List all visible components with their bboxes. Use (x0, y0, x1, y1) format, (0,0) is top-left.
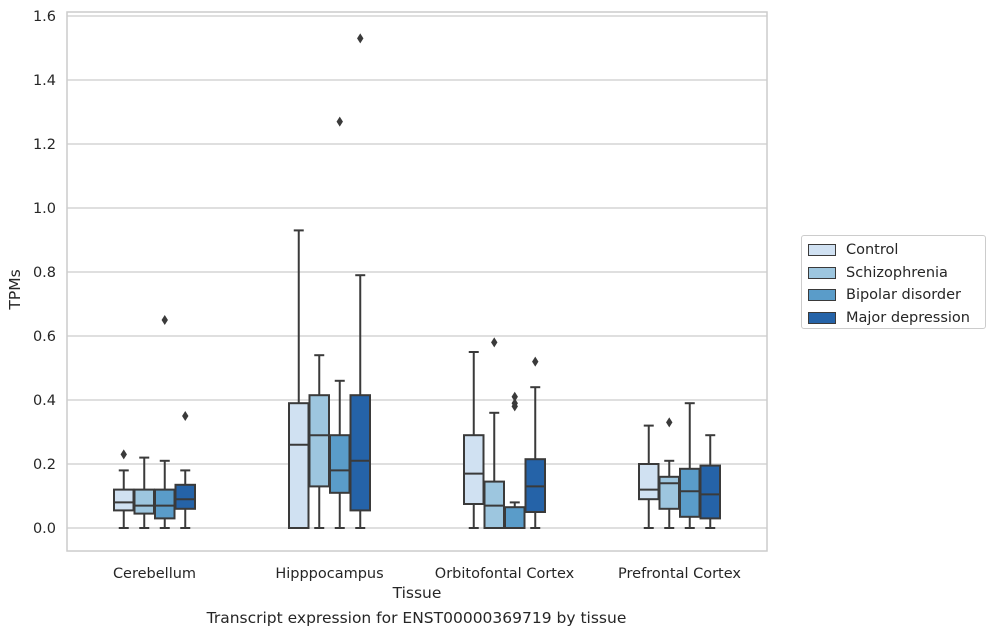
legend: Control Schizophrenia Bipolar disorder M… (801, 235, 986, 329)
y-tick-label: 0.2 (33, 457, 56, 473)
legend-swatch (808, 266, 836, 279)
legend-label: Schizophrenia (846, 264, 948, 281)
x-tick-labels: Cerebellum Hipppocampus Orbitofontal Corte… (113, 566, 741, 582)
box-major-depression (174, 411, 196, 529)
box-bipolar-disorder (679, 402, 701, 529)
y-tick-labels: 0.0 0.2 0.4 0.6 0.8 1.0 1.2 1.4 1.6 (33, 9, 56, 537)
legend-item-schizophrenia: Schizophrenia (808, 262, 985, 285)
legend-swatch (808, 311, 836, 324)
outlier-point (666, 417, 673, 428)
x-tick-label: Cerebellum (113, 566, 196, 582)
legend-label: Control (846, 242, 899, 259)
outlier-point (511, 398, 518, 409)
y-tick-label: 1.2 (33, 137, 56, 153)
box-iqr (504, 506, 526, 530)
box-schizophrenia (658, 417, 680, 529)
y-tick-label: 1.6 (33, 9, 56, 25)
box-iqr (463, 434, 485, 506)
box-bipolar-disorder (329, 116, 351, 529)
box-control (638, 424, 660, 529)
legend-item-control: Control (808, 239, 985, 262)
plot-frame (66, 11, 768, 552)
outlier-point (161, 315, 168, 325)
box-schizophrenia (133, 456, 155, 529)
y-tick-label: 1.0 (33, 201, 56, 217)
box-schizophrenia (483, 337, 505, 530)
plot-marks (113, 33, 721, 530)
box-iqr (699, 464, 721, 520)
outlier-point (182, 411, 189, 421)
box-iqr (329, 434, 351, 494)
box-bipolar-disorder (504, 391, 526, 530)
box-iqr (154, 488, 176, 520)
box-control (463, 351, 485, 529)
legend-swatch (808, 289, 836, 302)
outlier-point (511, 391, 518, 402)
box-iqr (349, 394, 371, 512)
outlier-point (357, 33, 364, 44)
box-iqr (113, 488, 135, 512)
outlier-point (120, 449, 127, 460)
outlier-point (336, 116, 343, 127)
y-axis-label: TPMs (6, 269, 24, 310)
y-tick-label: 1.4 (33, 73, 56, 89)
outlier-point (532, 356, 539, 367)
outlier-point (491, 337, 498, 348)
box-major-depression (524, 356, 546, 529)
x-tick-label: Prefrontal Cortex (618, 566, 741, 582)
legend-label: Bipolar disorder (846, 287, 961, 304)
box-major-depression (699, 434, 721, 529)
y-tick-label: 0.8 (33, 265, 56, 281)
legend-item-major-depression: Major depression (808, 307, 985, 330)
x-axis-label: Tissue (392, 584, 442, 602)
box-schizophrenia (308, 354, 330, 529)
y-tick-label: 0.4 (33, 393, 56, 409)
box-iqr (288, 402, 310, 530)
box-bipolar-disorder (154, 315, 176, 529)
box-iqr (133, 488, 155, 515)
x-tick-label: Orbitofontal Cortex (435, 566, 575, 582)
box-iqr (658, 475, 680, 510)
y-tick-label: 0.6 (33, 329, 56, 345)
box-iqr (679, 467, 701, 518)
y-tick-label: 0.0 (33, 521, 56, 537)
gridlines (67, 15, 767, 529)
box-control (113, 449, 135, 529)
box-major-depression (349, 33, 371, 529)
box-iqr (308, 394, 330, 488)
chart-caption: Transcript expression for ENST0000036971… (206, 609, 627, 627)
x-tick-label: Hipppocampus (275, 566, 383, 582)
legend-swatch (808, 244, 836, 257)
legend-item-bipolar-disorder: Bipolar disorder (808, 284, 985, 307)
legend-label: Major depression (846, 309, 970, 326)
box-control (288, 229, 310, 530)
box-iqr (638, 463, 660, 501)
box-iqr (174, 483, 196, 510)
